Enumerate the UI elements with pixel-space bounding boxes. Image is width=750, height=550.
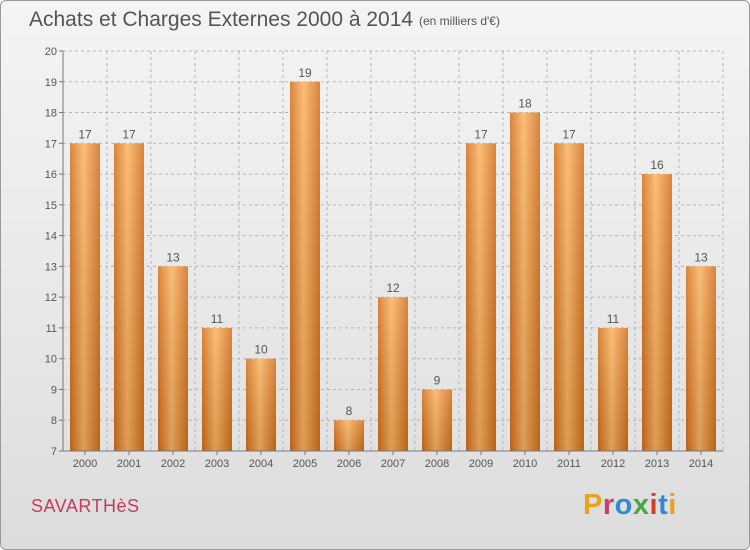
y-tick-label: 8	[51, 415, 57, 427]
x-tick-label: 2007	[381, 458, 405, 470]
y-tick-label: 7	[51, 446, 57, 458]
bar-shade	[378, 297, 408, 451]
bar-shade	[246, 358, 276, 451]
bar-shade	[334, 420, 364, 451]
bar-value-label: 18	[518, 97, 532, 111]
bar-shade	[158, 266, 188, 451]
y-tick-label: 12	[45, 292, 57, 304]
bar-shade	[202, 327, 232, 451]
chart-title: Achats et Charges Externes 2000 à 2014	[29, 8, 414, 31]
bar-value-label: 10	[254, 343, 268, 357]
bar-shade	[70, 143, 100, 452]
bar-shade	[290, 81, 320, 452]
bar-value-label: 17	[562, 127, 576, 141]
bar-value-label: 9	[434, 373, 441, 387]
y-tick-label: 18	[45, 108, 57, 120]
bar-value-label: 17	[78, 127, 92, 141]
y-tick-label: 11	[46, 323, 57, 335]
logo-letter: o	[614, 489, 633, 521]
y-tick-label: 19	[45, 77, 57, 89]
bar-value-label: 11	[211, 312, 224, 326]
logo-letter: P	[583, 489, 603, 521]
y-tick-label: 10	[45, 354, 57, 366]
x-tick-label: 2009	[469, 458, 493, 470]
x-tick-label: 2014	[689, 458, 713, 470]
x-tick-label: 2003	[205, 458, 229, 470]
bar-shade	[554, 143, 584, 452]
y-tick-label: 13	[45, 261, 57, 273]
y-tick-label: 14	[45, 231, 57, 243]
x-tick-label: 2002	[161, 458, 185, 470]
logo-letter: x	[632, 489, 650, 521]
bar-shade	[510, 112, 540, 452]
bar-value-label: 12	[386, 281, 400, 295]
logo-letter: r	[602, 489, 615, 521]
y-tick-label: 15	[45, 200, 57, 212]
x-tick-label: 2006	[337, 458, 361, 470]
commune-name: SAVARTHèS	[31, 496, 140, 516]
bar-value-label: 17	[474, 127, 488, 141]
bar-shade	[422, 389, 452, 451]
bar-shade	[686, 266, 716, 451]
x-tick-label: 2013	[645, 458, 669, 470]
x-tick-label: 2001	[117, 458, 141, 470]
bar-shade	[466, 143, 496, 452]
bar-value-label: 16	[650, 158, 664, 172]
proxiti-logo: Proxiti	[583, 489, 677, 522]
x-tick-label: 2011	[557, 458, 581, 470]
x-tick-label: 2004	[249, 458, 273, 470]
x-tick-label: 2005	[293, 458, 317, 470]
x-tick-label: 2000	[73, 458, 97, 470]
y-tick-label: 17	[45, 138, 57, 150]
bar-value-label: 19	[298, 66, 312, 80]
logo-letter: i	[668, 489, 677, 521]
y-tick-label: 20	[45, 46, 57, 58]
bar-value-label: 17	[122, 127, 136, 141]
logo-letter: i	[649, 489, 659, 521]
bar-value-label: 8	[346, 404, 353, 418]
chart-subtitle: (en milliers d'€)	[419, 14, 500, 28]
bar-value-label: 11	[607, 312, 620, 326]
x-tick-label: 2010	[513, 458, 537, 470]
logo-letter: t	[658, 489, 669, 521]
bar-shade	[642, 174, 672, 452]
bar-shade	[598, 327, 628, 451]
y-tick-label: 16	[45, 169, 57, 181]
bars: 17 17 13 11 10 19 8 12 9 17 18 17 11 16 13	[70, 66, 716, 452]
x-tick-label: 2008	[425, 458, 449, 470]
bar-value-label: 13	[166, 250, 180, 264]
y-tick-label: 9	[51, 384, 57, 396]
bar-shade	[114, 143, 144, 452]
x-tick-label: 2012	[601, 458, 625, 470]
bar-value-label: 13	[694, 250, 708, 264]
axes: 7 8 9 10 11 12 13 14 15 16 17 18 19 20 2000 2001 2002 200…	[45, 46, 723, 470]
